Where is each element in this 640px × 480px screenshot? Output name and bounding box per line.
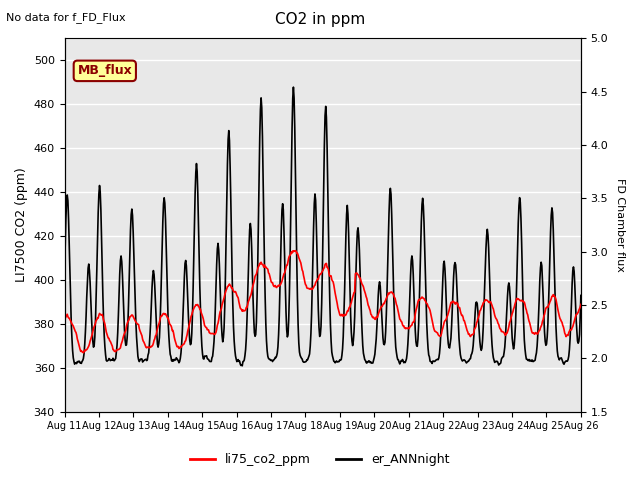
Y-axis label: FD Chamber flux: FD Chamber flux <box>615 178 625 272</box>
Legend: li75_co2_ppm, er_ANNnight: li75_co2_ppm, er_ANNnight <box>186 448 454 471</box>
Y-axis label: LI7500 CO2 (ppm): LI7500 CO2 (ppm) <box>15 168 28 282</box>
Text: CO2 in ppm: CO2 in ppm <box>275 12 365 27</box>
Text: No data for f_FD_Flux: No data for f_FD_Flux <box>6 12 126 23</box>
Text: MB_flux: MB_flux <box>77 64 132 77</box>
